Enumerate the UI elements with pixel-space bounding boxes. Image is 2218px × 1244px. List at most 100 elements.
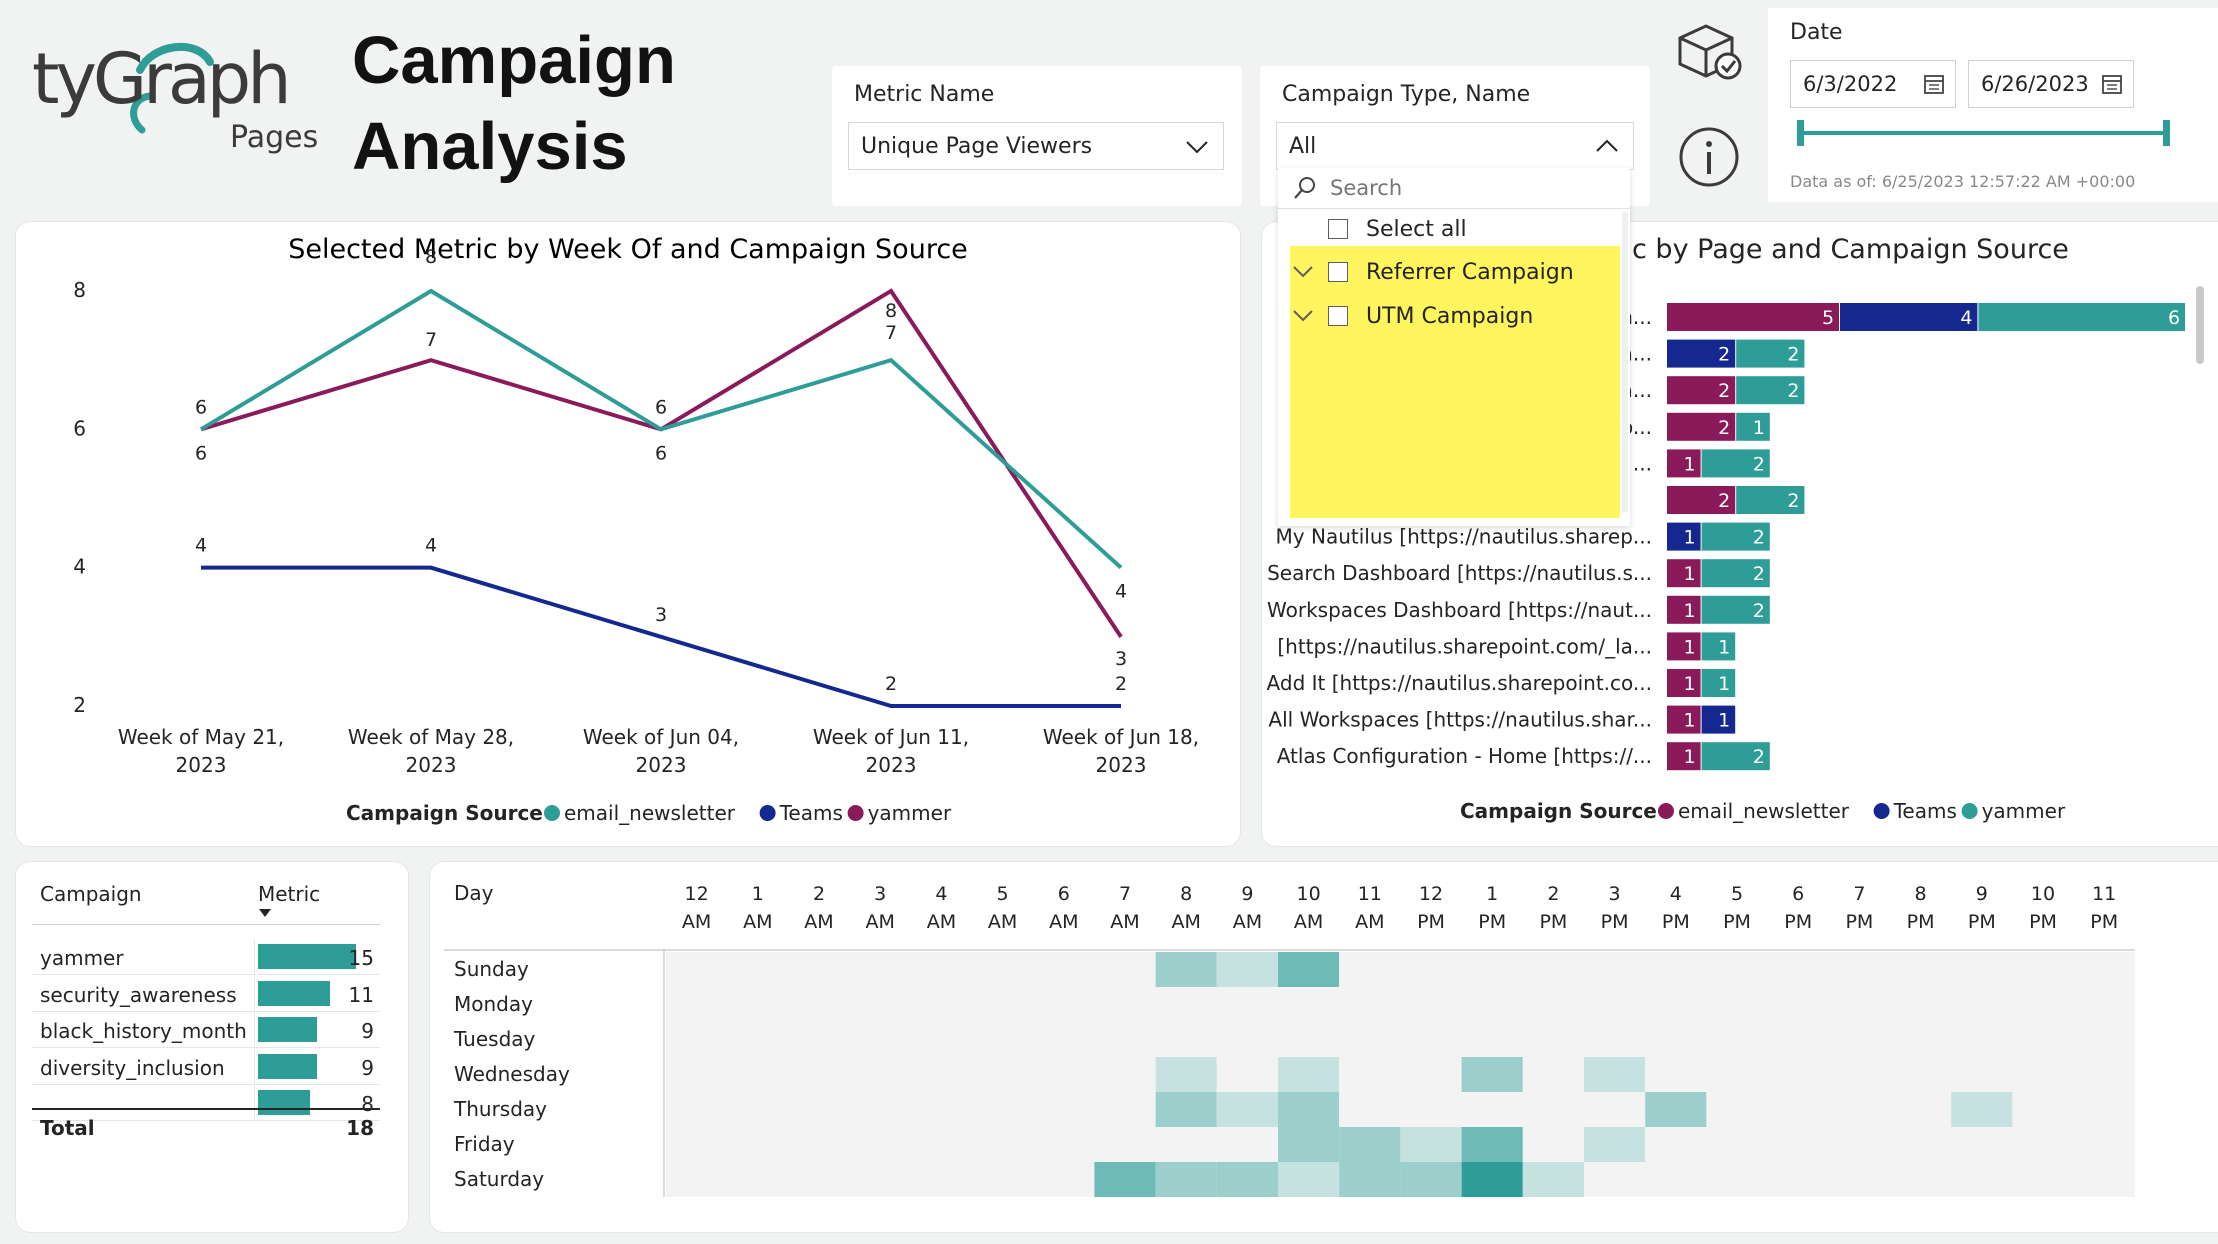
heatmap-cell[interactable] — [2012, 1162, 2074, 1197]
heatmap-cell[interactable] — [1339, 1057, 1401, 1092]
heatmap-cell[interactable] — [1951, 1092, 2013, 1127]
heatmap-cell[interactable] — [1400, 987, 1462, 1022]
heatmap-cell[interactable] — [1033, 1022, 1095, 1057]
bar-segment-email_newsletter[interactable] — [1701, 559, 1770, 588]
heatmap-cell[interactable] — [1400, 1022, 1462, 1057]
heatmap-cell[interactable] — [1216, 952, 1278, 987]
heatmap-cell[interactable] — [2012, 1092, 2074, 1127]
heatmap-cell[interactable] — [727, 1127, 789, 1162]
heatmap-cell[interactable] — [1278, 1092, 1340, 1127]
series-line-teams[interactable] — [201, 565, 1121, 708]
bar-segment-email_newsletter[interactable] — [1701, 742, 1770, 771]
heatmap-cell[interactable] — [788, 987, 850, 1022]
heatmap-cell[interactable] — [1645, 1162, 1707, 1197]
legend-item[interactable]: email_newsletter — [1678, 799, 1850, 823]
legend-item[interactable]: yammer — [1982, 799, 2066, 823]
chevron-down-icon[interactable] — [1292, 309, 1314, 323]
heatmap-cell[interactable] — [1645, 1092, 1707, 1127]
heatmap-cell[interactable] — [1461, 1092, 1523, 1127]
bar-segment-yammer[interactable] — [1667, 632, 1701, 661]
dropdown-scrollbar[interactable] — [1622, 212, 1628, 512]
heatmap-cell[interactable] — [788, 1092, 850, 1127]
calendar-icon[interactable] — [1923, 73, 1945, 95]
heatmap-cell[interactable] — [1400, 1092, 1462, 1127]
heatmap-cell[interactable] — [666, 1162, 728, 1197]
bar-segment-email_newsletter[interactable] — [1736, 486, 1805, 514]
calendar-icon[interactable] — [2101, 73, 2123, 95]
table-header-metric[interactable]: Metric — [258, 882, 321, 906]
heatmap-cell[interactable] — [2073, 1022, 2135, 1057]
campaign-search[interactable] — [1278, 168, 1630, 209]
heatmap-cell[interactable] — [849, 1092, 911, 1127]
heatmap-cell[interactable] — [1033, 1092, 1095, 1127]
heatmap-cell[interactable] — [1155, 1127, 1217, 1162]
heatmap-cell[interactable] — [1767, 1127, 1829, 1162]
table-row[interactable]: 8 — [32, 1086, 380, 1121]
heatmap-cell[interactable] — [1216, 1057, 1278, 1092]
table-row[interactable]: diversity_inclusion 9 — [32, 1049, 380, 1085]
heatmap-cell[interactable] — [1155, 1022, 1217, 1057]
heatmap-cell[interactable] — [1278, 1022, 1340, 1057]
heatmap-cell[interactable] — [1522, 1162, 1584, 1197]
option-utm-campaign[interactable]: UTM Campaign — [1292, 301, 1533, 331]
heatmap-cell[interactable] — [1522, 1022, 1584, 1057]
heatmap-cell[interactable] — [1767, 952, 1829, 987]
heatmap-cell[interactable] — [1706, 1092, 1768, 1127]
heatmap-cell[interactable] — [972, 987, 1034, 1022]
date-range-end-handle[interactable] — [2163, 120, 2170, 146]
heatmap-cell[interactable] — [1890, 1162, 1952, 1197]
heatmap-cell[interactable] — [849, 1162, 911, 1197]
heatmap-cell[interactable] — [788, 1057, 850, 1092]
heatmap-cell[interactable] — [1278, 987, 1340, 1022]
heatmap-cell[interactable] — [1767, 1092, 1829, 1127]
bar-chart-scrollbar[interactable] — [2196, 286, 2204, 364]
heatmap-cell[interactable] — [1094, 1162, 1156, 1197]
sort-desc-icon[interactable] — [258, 908, 272, 918]
bar-segment-yammer[interactable] — [1667, 669, 1701, 697]
heatmap-cell[interactable] — [1155, 1092, 1217, 1127]
heatmap-cell[interactable] — [1890, 1127, 1952, 1162]
heatmap-cell[interactable] — [666, 1127, 728, 1162]
bar-segment-email_newsletter[interactable] — [1736, 339, 1805, 368]
heatmap-cell[interactable] — [2073, 1092, 2135, 1127]
heatmap-cell[interactable] — [910, 1057, 972, 1092]
heatmap-cell[interactable] — [1216, 987, 1278, 1022]
table-header-campaign[interactable]: Campaign — [40, 882, 142, 906]
table-row[interactable]: security_awareness 11 — [32, 976, 380, 1012]
heatmap-cell[interactable] — [1461, 952, 1523, 987]
heatmap-cell[interactable] — [666, 1057, 728, 1092]
heatmap-cell[interactable] — [727, 1057, 789, 1092]
export-icon[interactable] — [1672, 20, 1744, 86]
heatmap-cell[interactable] — [1400, 1057, 1462, 1092]
heatmap-cell[interactable] — [1645, 1127, 1707, 1162]
heatmap-cell[interactable] — [910, 987, 972, 1022]
heatmap-cell[interactable] — [1033, 987, 1095, 1022]
legend-marker[interactable] — [1873, 803, 1890, 819]
heatmap-cell[interactable] — [1584, 987, 1646, 1022]
heatmap-cell[interactable] — [1155, 1162, 1217, 1197]
heatmap-cell[interactable] — [2012, 952, 2074, 987]
bar-segment-yammer[interactable] — [1667, 595, 1701, 624]
heatmap-cell[interactable] — [1339, 1022, 1401, 1057]
bar-segment-yammer[interactable] — [1667, 303, 1839, 331]
heatmap-cell[interactable] — [1767, 987, 1829, 1022]
heatmap-cell[interactable] — [1890, 952, 1952, 987]
heatmap-cell[interactable] — [1216, 1162, 1278, 1197]
table-row[interactable]: black_history_month 9 — [32, 1013, 380, 1048]
bar-segment-email_newsletter[interactable] — [1701, 595, 1770, 624]
legend-marker[interactable] — [759, 805, 776, 821]
heatmap-cell[interactable] — [2073, 987, 2135, 1022]
legend-marker[interactable] — [1658, 803, 1674, 819]
bar-segment-yammer[interactable] — [1667, 486, 1736, 514]
heatmap-cell[interactable] — [1706, 952, 1768, 987]
heatmap-cell[interactable] — [2012, 1057, 2074, 1092]
heatmap-cell[interactable] — [1828, 1127, 1890, 1162]
heatmap-cell[interactable] — [1155, 952, 1217, 987]
heatmap-cell[interactable] — [1890, 1092, 1952, 1127]
series-line-email_newsletter[interactable] — [199, 288, 1123, 570]
heatmap-cell[interactable] — [1278, 952, 1340, 987]
heatmap-cell[interactable] — [1828, 987, 1890, 1022]
info-icon[interactable] — [1678, 126, 1740, 188]
heatmap-cell[interactable] — [910, 1092, 972, 1127]
bar-segment-yammer[interactable] — [1667, 559, 1701, 588]
